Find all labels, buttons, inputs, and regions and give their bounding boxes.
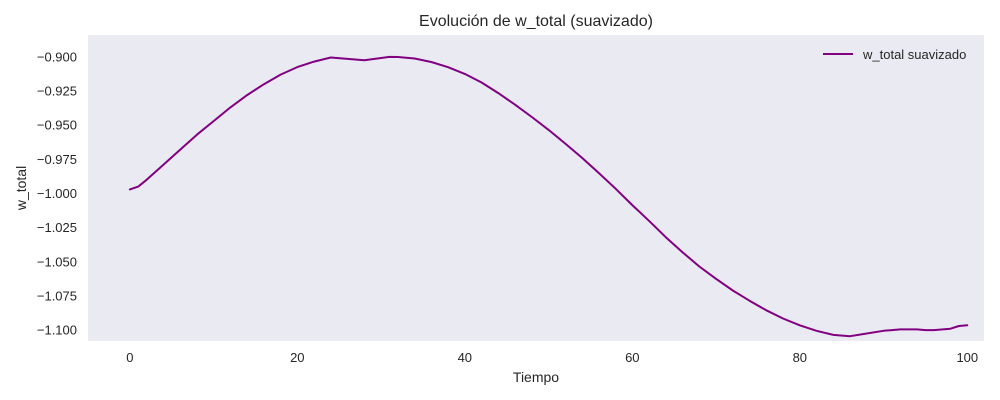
chart-title: Evolución de w_total (suavizado)	[419, 13, 653, 30]
x-tick-label: 40	[458, 350, 472, 365]
x-tick-label: 100	[956, 350, 978, 365]
x-tick-label: 80	[793, 350, 807, 365]
x-axis-label: Tiempo	[513, 369, 559, 385]
y-tick-label: −0.950	[37, 118, 77, 133]
y-tick-label: −1.025	[37, 220, 77, 235]
y-tick-label: −0.900	[37, 49, 77, 64]
y-tick-label: −0.975	[37, 152, 77, 167]
y-axis-label: w_total	[13, 166, 29, 211]
x-tick-label: 0	[126, 350, 133, 365]
x-tick-label: 60	[625, 350, 639, 365]
y-tick-label: −0.925	[37, 84, 77, 99]
legend-entry-label: w_total suavizado	[862, 47, 966, 62]
legend: w_total suavizado	[823, 47, 966, 62]
y-tick-label: −1.100	[37, 323, 77, 338]
series-layer	[128, 55, 969, 338]
y-axis-ticks: −0.900 −0.925 −0.950 −0.975 −1.000 −1.025 −1.0…	[37, 49, 77, 337]
y-tick-label: −1.050	[37, 254, 77, 269]
x-axis-ticks: 0 20 40 60 80 100	[126, 350, 978, 365]
y-tick-label: −1.000	[37, 186, 77, 201]
x-tick-label: 20	[290, 350, 304, 365]
series-line-0	[128, 55, 969, 338]
y-tick-label: −1.075	[37, 288, 77, 303]
plot-area	[88, 35, 984, 341]
